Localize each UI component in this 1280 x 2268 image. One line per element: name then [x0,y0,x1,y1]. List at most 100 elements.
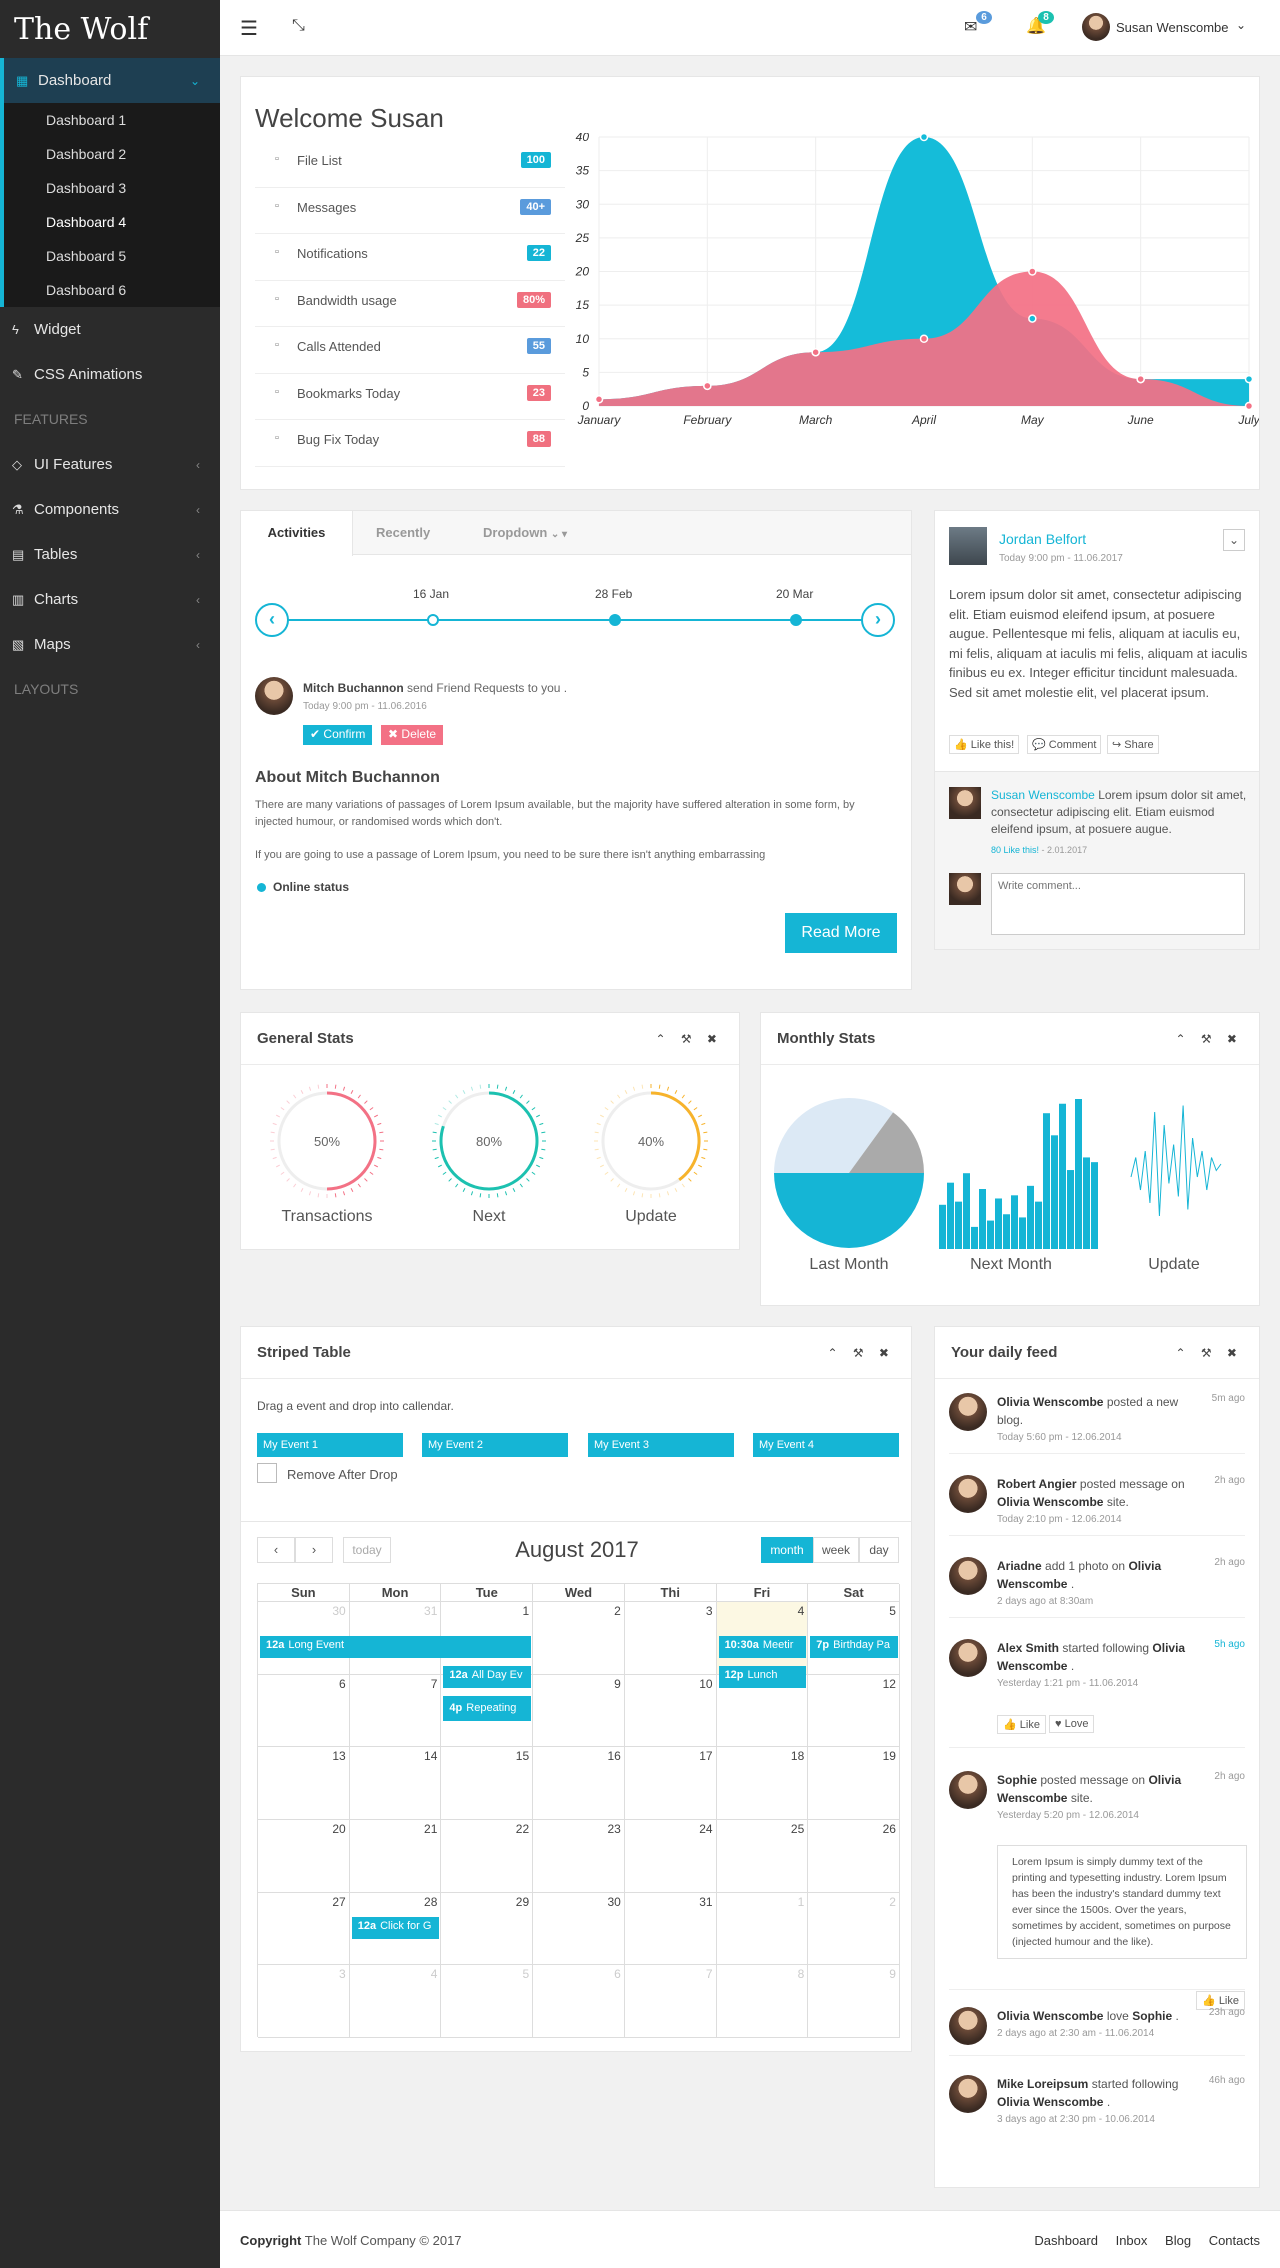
read-more-button[interactable]: Read More [785,913,897,953]
bar[interactable] [1043,1113,1050,1249]
calendar-event[interactable]: 10:30a Meetir [718,1636,807,1658]
draggable-event[interactable]: My Event 3 [588,1433,734,1457]
calendar-day-cell[interactable]: 7 [624,1965,717,2038]
mail-icon[interactable]: ✉ [964,19,978,36]
calendar-day-cell[interactable]: 6 [533,1965,625,2038]
calendar-next-button[interactable]: › [295,1537,333,1563]
feed-target[interactable]: Olivia Wenscombe [997,2095,1104,2109]
feed-target[interactable]: Olivia Wenscombe [997,1559,1162,1591]
feed-target[interactable]: Olivia Wenscombe [997,1641,1186,1673]
calendar-day-cell[interactable]: 24 [624,1820,717,1893]
comment-button[interactable]: 💬 Comment [1027,735,1102,754]
comment-input[interactable] [991,873,1245,935]
stat-row[interactable]: ▫ Messages 40+ [255,188,565,234]
comment-author[interactable]: Susan Wenscombe [991,788,1095,802]
post-author[interactable]: Jordan Belfort [999,531,1087,547]
calendar-day-cell[interactable]: 29 [441,1892,534,1966]
feed-name[interactable]: Mike Loreipsum [997,2077,1089,2091]
sidebar-item-widget[interactable]: ϟ Widget [0,307,220,352]
feed-target[interactable]: Sophie [1132,2009,1173,2023]
stat-row[interactable]: ▫ Bug Fix Today 88 [255,420,565,467]
stat-row[interactable]: ▫ Calls Attended 55 [255,327,565,374]
timeline-next-button[interactable]: › [861,603,895,637]
bar[interactable] [1059,1103,1066,1249]
calendar-day-cell[interactable]: 26 [808,1820,900,1893]
calendar-day-cell[interactable]: 9 [808,1965,900,2038]
calendar-day-cell[interactable]: 18 [716,1747,809,1820]
sidebar-item-css-animations[interactable]: ✎ CSS Animations [0,352,220,397]
submenu-item[interactable]: Dashboard 4 [46,214,127,230]
calendar-day-cell[interactable]: 30 [533,1892,625,1966]
bar[interactable] [1011,1195,1018,1249]
bar[interactable] [939,1204,946,1249]
pie-slice[interactable] [849,1112,924,1173]
timeline-dot[interactable] [790,614,802,626]
data-point[interactable] [1028,267,1037,276]
comment-likes[interactable]: 80 Like this! [991,845,1040,855]
feed-name[interactable]: Olivia Wenscombe [997,2009,1104,2023]
data-point[interactable] [1244,401,1254,411]
calendar-day-cell[interactable]: 15 [441,1747,534,1820]
calendar-event[interactable]: 12a Long Event [260,1636,532,1658]
bar[interactable] [963,1173,970,1249]
tab-activities[interactable]: Activities [241,511,353,556]
bar[interactable] [987,1220,994,1249]
tab-dropdown[interactable]: Dropdown ⌄ ▾ [483,511,567,557]
calendar-day-cell[interactable]: 13 [258,1747,350,1820]
bar[interactable] [1019,1217,1026,1249]
calendar-day-cell[interactable]: 19 [808,1747,900,1820]
activity-person[interactable]: Mitch Buchannon [303,681,404,695]
submenu-item[interactable]: Dashboard 1 [46,112,127,128]
sidebar-item-ui-features[interactable]: ◇ UI Features ‹ [0,442,220,487]
calendar-prev-button[interactable]: ‹ [257,1537,295,1563]
calendar-view-month[interactable]: month [761,1537,813,1563]
calendar-day-cell[interactable]: 3 [624,1602,717,1675]
calendar-day-cell[interactable]: 25 [716,1820,809,1893]
bar[interactable] [955,1201,962,1249]
hamburger-menu-icon[interactable]: ☰ [240,18,258,40]
submenu-item[interactable]: Dashboard 3 [46,180,127,196]
sidebar-item-dashboard[interactable]: ▦ Dashboard ⌄ [0,58,220,103]
sidebar-item-maps[interactable]: ▧ Maps ‹ [0,622,220,667]
calendar-event[interactable]: 12a Click for G [351,1916,440,1939]
post-options-button[interactable]: ⌄ [1223,529,1245,551]
feed-target[interactable]: Olivia Wenscombe [997,1773,1182,1805]
like-button[interactable]: 👍 Like [997,1715,1046,1734]
calendar-day-cell[interactable]: 16 [533,1747,625,1820]
panel-tools[interactable]: ⌃ ⚒ ✖ [1175,1345,1243,1360]
timeline-prev-button[interactable]: ‹ [255,603,289,637]
draggable-event[interactable]: My Event 1 [257,1433,403,1457]
feed-name[interactable]: Alex Smith [997,1641,1060,1655]
sidebar-item-charts[interactable]: ▥ Charts ‹ [0,577,220,622]
feed-target[interactable]: Olivia Wenscombe [997,1495,1104,1509]
calendar-event[interactable]: 7p Birthday Pa [810,1636,898,1658]
footer-link-dashboard[interactable]: Dashboard [1034,2233,1098,2248]
calendar-view-day[interactable]: day [859,1537,899,1563]
data-point[interactable] [1136,374,1145,384]
footer-link-contacts[interactable]: Contacts [1208,2233,1260,2248]
pie-slice[interactable] [774,1173,924,1248]
stat-row[interactable]: ▫ Notifications 22 [255,234,565,281]
bar[interactable] [1083,1157,1090,1249]
data-point[interactable] [594,395,604,404]
draggable-event[interactable]: My Event 2 [422,1433,568,1457]
bar[interactable] [1035,1201,1042,1249]
calendar-event[interactable]: 12p Lunch [718,1666,807,1688]
sidebar-item-tables[interactable]: ▤ Tables ‹ [0,532,220,577]
stat-row[interactable]: ▫ Bookmarks Today 23 [255,374,565,420]
calendar-day-cell[interactable]: 5 [808,1602,900,1675]
data-point[interactable] [703,381,712,391]
calendar-day-cell[interactable]: 5 [441,1965,534,2038]
calendar-day-cell[interactable]: 21 [349,1820,442,1893]
submenu-item[interactable]: Dashboard 5 [46,248,127,264]
calendar-day-cell[interactable]: 14 [349,1747,442,1820]
calendar-day-cell[interactable]: 22 [441,1820,534,1893]
delete-button[interactable]: ✖ Delete [381,725,444,745]
calendar-day-cell[interactable]: 23 [533,1820,625,1893]
user-avatar[interactable] [1082,13,1110,41]
bar[interactable] [1051,1135,1058,1249]
bar[interactable] [947,1182,954,1249]
draggable-event[interactable]: My Event 4 [753,1433,899,1457]
like-button[interactable]: 👍 Like [1196,1991,1245,2010]
